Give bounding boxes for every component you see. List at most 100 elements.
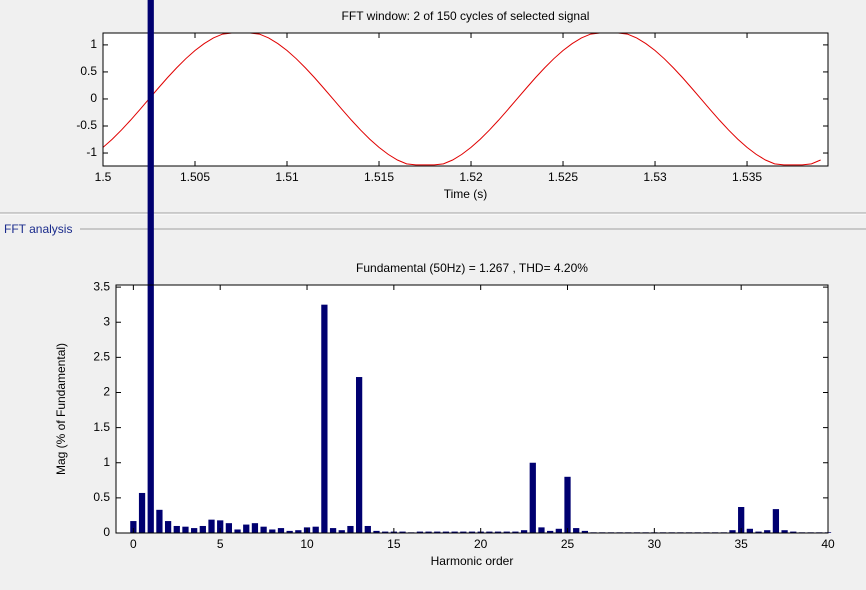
bar [138, 492, 146, 533]
y-tick-label: 1 [90, 37, 97, 51]
bar [225, 523, 233, 533]
bar [260, 526, 267, 533]
x-tick-label: 1.51 [275, 170, 299, 184]
bar [451, 531, 458, 533]
x-tick-label: 1.52 [459, 170, 483, 184]
bar [173, 525, 180, 533]
x-tick-label: 1.5 [95, 170, 112, 184]
y-tick-label: -1 [86, 145, 97, 159]
y-tick-label: 2 [103, 385, 110, 399]
bar [182, 526, 189, 533]
bar [416, 531, 424, 533]
x-tick-label: 10 [300, 537, 314, 551]
bar [243, 524, 250, 533]
x-tick-label: 40 [821, 537, 835, 551]
y-tick-label: 3 [103, 314, 110, 328]
y-tick-label: 0.5 [80, 64, 97, 78]
x-tick-label: 1.53 [643, 170, 667, 184]
bar [729, 530, 736, 533]
x-tick-label: 15 [387, 537, 401, 551]
bar [295, 530, 302, 533]
x-axis-label: Harmonic order [431, 554, 514, 568]
bar [468, 531, 476, 533]
bar [312, 526, 319, 533]
x-tick-label: 20 [474, 537, 488, 551]
bar [347, 525, 354, 533]
bar [269, 529, 276, 533]
bar [286, 530, 293, 533]
bar [790, 531, 797, 533]
bar [573, 528, 580, 533]
chart-title: Fundamental (50Hz) = 1.267 , THD= 4.20% [356, 261, 588, 275]
bar [512, 531, 519, 533]
bar [164, 521, 172, 533]
bar [234, 529, 241, 533]
bar [199, 525, 206, 533]
bar [208, 519, 215, 533]
bar [373, 530, 380, 533]
chart-title: FFT window: 2 of 150 cycles of selected … [342, 9, 590, 23]
bar [764, 530, 771, 533]
bar [520, 530, 528, 533]
bar [321, 304, 328, 533]
bar [738, 507, 745, 533]
y-tick-label: 0 [103, 525, 110, 539]
bar [355, 377, 363, 533]
bar [130, 521, 137, 533]
x-tick-label: 1.525 [548, 170, 578, 184]
panel-label: FFT analysis [4, 222, 72, 236]
bar [191, 528, 198, 533]
bar [755, 531, 762, 533]
plot-area [116, 285, 828, 533]
x-tick-label: 1.535 [732, 170, 762, 184]
bar [156, 509, 163, 533]
bar [251, 523, 259, 533]
axes-box [102, 32, 829, 167]
bar [781, 530, 788, 533]
plot-area [103, 33, 828, 166]
bar [547, 530, 554, 533]
bar [147, 0, 154, 533]
y-tick-label: 2.5 [93, 350, 110, 364]
bar [538, 527, 545, 533]
signal-line [103, 33, 821, 166]
bar [746, 528, 753, 533]
bar [399, 531, 406, 533]
bar [529, 462, 536, 533]
bar [364, 525, 371, 533]
bar [564, 476, 571, 533]
bar [442, 531, 450, 533]
x-tick-label: 35 [734, 537, 748, 551]
x-axis-label: Time (s) [444, 187, 488, 201]
bar [494, 531, 502, 533]
x-tick-label: 5 [217, 537, 224, 551]
y-tick-label: 0 [90, 91, 97, 105]
bar [338, 530, 345, 533]
y-tick-label: 1 [103, 455, 110, 469]
bar [382, 531, 389, 533]
bar [329, 528, 337, 533]
bar [486, 531, 493, 533]
bar [277, 528, 285, 533]
axes-box [115, 284, 829, 534]
bar [581, 530, 589, 533]
y-tick-label: 0.5 [93, 490, 110, 504]
bar [555, 528, 562, 533]
x-tick-label: 0 [130, 537, 137, 551]
bar [425, 531, 432, 533]
x-tick-label: 30 [648, 537, 662, 551]
x-tick-label: 1.515 [364, 170, 394, 184]
y-tick-label: 3.5 [93, 279, 110, 293]
y-tick-label: 1.5 [93, 420, 110, 434]
bar [460, 531, 467, 533]
marks [103, 33, 821, 166]
bar [503, 531, 510, 533]
y-tick-label: -0.5 [76, 118, 97, 132]
bar [434, 531, 441, 533]
bar [217, 520, 224, 533]
x-tick-label: 25 [561, 537, 575, 551]
x-tick-label: 1.505 [180, 170, 210, 184]
y-axis-label: Mag (% of Fundamental) [54, 343, 68, 475]
